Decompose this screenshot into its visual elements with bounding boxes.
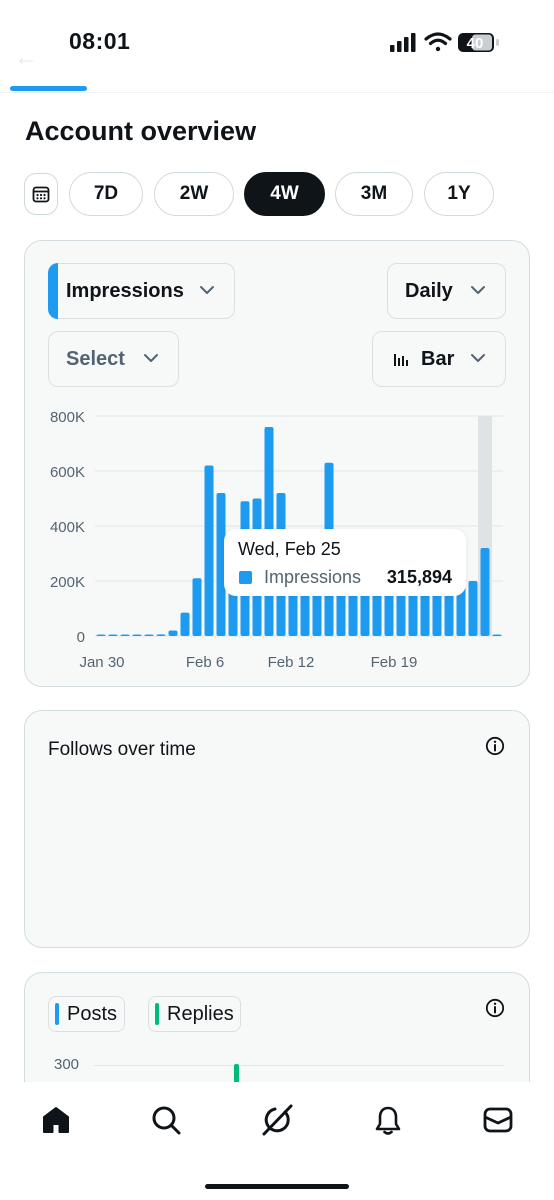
calendar-button[interactable] (24, 173, 58, 215)
impressions-bar (492, 634, 502, 636)
x-tick-label: Feb 19 (371, 654, 418, 671)
compare-dropdown[interactable]: Select (48, 331, 179, 387)
calendar-icon (32, 186, 50, 203)
impressions-bar (96, 634, 106, 636)
impressions-bar (468, 581, 478, 636)
header-divider (0, 92, 554, 93)
y-tick-label: 600K (50, 464, 85, 481)
status-icons: 40 (390, 32, 499, 52)
metric-dropdown[interactable]: Impressions (48, 263, 235, 319)
interval-dropdown[interactable]: Daily (387, 263, 506, 319)
nav-notifications[interactable] (368, 1100, 408, 1140)
range-selector: 7D 2W 4W 3M 1Y (24, 172, 544, 216)
wifi-icon (424, 32, 452, 52)
y-tick-label: 0 (77, 629, 85, 646)
impressions-bar (192, 578, 202, 636)
posts-gridline (94, 1065, 504, 1066)
search-icon (152, 1106, 181, 1135)
interval-dropdown-label: Daily (405, 279, 453, 302)
chart-type-label: Bar (421, 347, 455, 370)
impressions-bar (168, 630, 178, 636)
info-icon[interactable] (485, 998, 505, 1018)
grok-icon (262, 1104, 293, 1136)
impressions-bar (120, 634, 130, 636)
nav-messages[interactable] (478, 1100, 518, 1140)
metric-dropdown-label: Impressions (66, 279, 184, 302)
range-3m-button[interactable]: 3M (335, 172, 413, 216)
tooltip-swatch (239, 571, 252, 584)
battery-icon: 40 (458, 33, 499, 52)
back-arrow-icon[interactable]: ← (14, 44, 38, 71)
x-tick-label: Feb 6 (186, 654, 224, 671)
x-tick-label: Jan 30 (79, 654, 124, 671)
nav-home[interactable] (36, 1100, 76, 1140)
impressions-bar (480, 548, 490, 636)
tooltip-value: 315,894 (386, 567, 452, 587)
bar-chart-icon (394, 354, 408, 366)
battery-level: 40 (467, 35, 484, 52)
range-4w-button[interactable]: 4W (244, 172, 325, 216)
legend-posts[interactable]: Posts (48, 996, 125, 1032)
tooltip-date: Wed, Feb 25 (238, 539, 341, 559)
compare-dropdown-label: Select (66, 347, 125, 370)
legend-posts-label: Posts (67, 1002, 118, 1025)
chevron-down-icon (200, 286, 214, 294)
chart-tooltip: Wed, Feb 25 Impressions 315,894 (224, 529, 466, 596)
page-title: Account overview (25, 116, 257, 146)
tooltip-series: Impressions (264, 567, 362, 587)
tab-indicator (10, 86, 87, 91)
chevron-down-icon (144, 354, 158, 362)
notifications-icon (375, 1106, 401, 1135)
impressions-bar (204, 465, 214, 636)
follows-card (24, 710, 530, 948)
messages-icon (483, 1107, 513, 1133)
range-2w-button[interactable]: 2W (154, 172, 234, 216)
x-tick-label: Feb 12 (268, 654, 315, 671)
chevron-down-icon (471, 354, 485, 362)
legend-replies[interactable]: Replies (148, 996, 241, 1032)
cellular-signal-icon (390, 33, 416, 52)
status-bar: ← 08:01 40 (0, 0, 554, 80)
follows-card-title: Follows over time (48, 739, 196, 760)
impressions-bar (156, 634, 166, 636)
y-tick-label: 200K (50, 574, 85, 591)
impressions-bar (216, 493, 226, 636)
nav-search[interactable] (146, 1100, 186, 1140)
impressions-bar (180, 612, 190, 636)
chevron-down-icon (471, 286, 485, 294)
range-1y-button[interactable]: 1Y (424, 172, 494, 216)
nav-grok[interactable] (257, 1100, 297, 1140)
posts-y-tick: 300 (54, 1056, 80, 1073)
y-tick-label: 400K (50, 519, 85, 536)
y-tick-label: 800K (50, 409, 85, 426)
home-icon (43, 1107, 69, 1133)
range-7d-button[interactable]: 7D (69, 172, 143, 216)
impressions-bar (108, 634, 118, 636)
legend-replies-color (155, 1003, 159, 1025)
impressions-bar (144, 634, 154, 636)
legend-posts-color (55, 1003, 59, 1025)
info-icon[interactable] (485, 736, 505, 756)
home-indicator (205, 1184, 349, 1189)
legend-replies-label: Replies (167, 1002, 234, 1025)
bottom-nav (0, 1082, 554, 1200)
metric-color-indicator (48, 263, 58, 319)
impressions-bar (132, 634, 142, 636)
status-time: 08:01 (69, 28, 131, 54)
posts-replies-bar (234, 1064, 239, 1082)
chart-type-dropdown[interactable]: Bar (372, 331, 506, 387)
